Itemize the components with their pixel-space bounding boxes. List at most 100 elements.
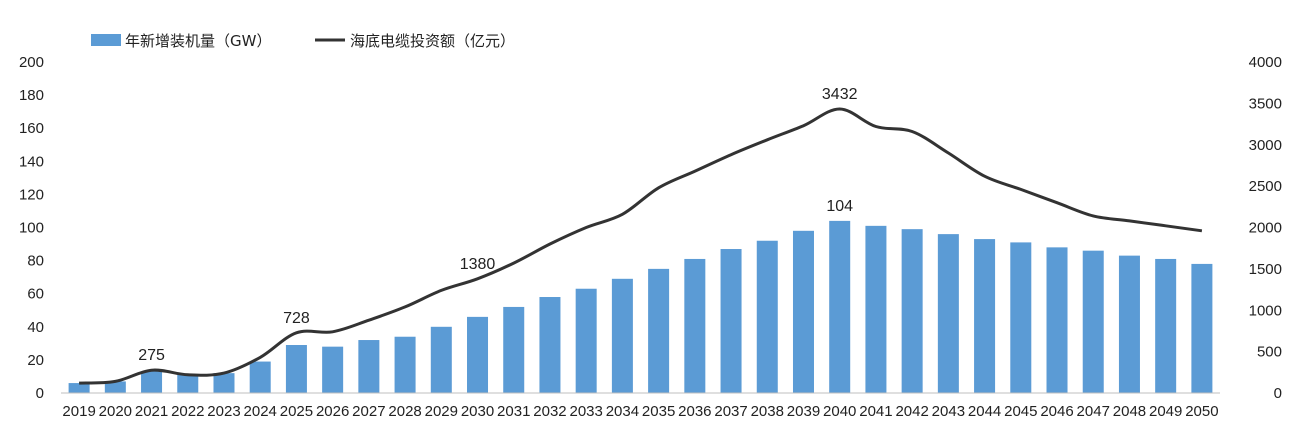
x-axis-tick: 2026 (316, 403, 349, 420)
x-axis-tick: 2030 (461, 403, 494, 420)
left-axis-tick: 200 (19, 54, 44, 71)
bar (1155, 258, 1177, 393)
left-axis-tick: 120 (19, 186, 44, 203)
x-axis-tick: 2044 (968, 403, 1001, 420)
bar (249, 361, 271, 393)
right-axis: 0 500 1000 1500 2000 2500 3000 3500 4000 (1249, 54, 1282, 402)
left-axis-tick: 80 (27, 253, 44, 270)
x-axis-tick: 2043 (932, 403, 965, 420)
legend-label-bar: 年新增装机量（GW） (125, 32, 271, 50)
x-axis-tick: 2025 (280, 403, 313, 420)
data-label: 104 (826, 198, 853, 215)
bar (213, 373, 235, 393)
x-axis-tick: 2032 (533, 403, 566, 420)
x-axis-tick: 2024 (244, 403, 277, 420)
right-axis-tick: 1500 (1249, 261, 1282, 278)
x-axis-tick: 2021 (135, 403, 168, 420)
left-axis-tick: 0 (36, 385, 44, 402)
x-axis-tick: 2019 (62, 403, 95, 420)
data-labels: 104 275 728 1380 3432 (138, 86, 857, 364)
left-axis-tick: 140 (19, 153, 44, 170)
bar (467, 316, 489, 393)
data-label: 275 (138, 347, 165, 364)
data-label: 1380 (460, 256, 496, 273)
x-axis-tick: 2045 (1004, 403, 1037, 420)
bar (648, 268, 670, 393)
x-axis-tick: 2038 (751, 403, 784, 420)
x-axis-tick: 2042 (895, 403, 928, 420)
bar (430, 326, 452, 393)
x-axis-tick: 2039 (787, 403, 820, 420)
x-axis-tick: 2046 (1040, 403, 1073, 420)
bar (792, 230, 814, 393)
right-axis-tick: 0 (1274, 385, 1282, 402)
legend-swatch-bar (91, 34, 121, 46)
left-axis-tick: 40 (27, 319, 44, 336)
right-axis-tick: 3000 (1249, 137, 1282, 154)
bar (177, 374, 199, 393)
right-axis-tick: 4000 (1249, 54, 1282, 71)
bar-series (68, 220, 1213, 393)
legend: 年新增装机量（GW） 海底电缆投资额（亿元） (91, 32, 515, 50)
left-axis-tick: 100 (19, 220, 44, 237)
x-axis-tick: 2034 (606, 403, 639, 420)
x-axis-tick: 2033 (569, 403, 602, 420)
bar (1118, 255, 1140, 393)
left-axis-tick: 180 (19, 87, 44, 104)
right-axis-tick: 500 (1257, 344, 1282, 361)
data-label: 3432 (822, 86, 858, 103)
x-axis-tick: 2037 (714, 403, 747, 420)
legend-label-line: 海底电缆投资额（亿元） (350, 32, 515, 50)
bar (974, 239, 996, 393)
x-axis-tick: 2050 (1185, 403, 1218, 420)
bar (901, 229, 923, 393)
x-axis-tick: 2027 (352, 403, 385, 420)
right-axis-tick: 2000 (1249, 220, 1282, 237)
bar (503, 306, 525, 393)
x-axis-tick: 2035 (642, 403, 675, 420)
bar (756, 240, 778, 393)
x-axis-tick: 2036 (678, 403, 711, 420)
bar (68, 383, 90, 393)
x-axis-tick: 2047 (1077, 403, 1110, 420)
bar (684, 258, 706, 393)
investment-line (79, 107, 1203, 385)
x-axis-tick: 2020 (99, 403, 132, 420)
left-axis: 0 20 40 60 80 100 120 140 160 180 200 (19, 54, 44, 402)
bar (539, 297, 561, 393)
bar (575, 288, 597, 393)
bar (322, 346, 344, 393)
bar (1046, 247, 1068, 393)
left-axis-tick: 60 (27, 286, 44, 303)
bar (865, 225, 887, 393)
bar (611, 278, 633, 393)
bar (394, 336, 416, 393)
bar (937, 234, 959, 393)
left-axis-tick: 20 (27, 352, 44, 369)
bar (720, 249, 742, 393)
x-axis-tick: 2048 (1113, 403, 1146, 420)
bar (285, 345, 307, 393)
x-axis-tick: 2028 (388, 403, 421, 420)
x-axis-tick: 2049 (1149, 403, 1182, 420)
bar (1082, 250, 1104, 393)
right-axis-tick: 2500 (1249, 178, 1282, 195)
x-axis: 2019 2020 2021 2022 2023 2024 2025 2026 2027 2028… (61, 392, 1220, 420)
x-axis-tick: 2029 (425, 403, 458, 420)
bar (358, 340, 380, 393)
right-axis-tick: 3500 (1249, 95, 1282, 112)
bar (1191, 263, 1213, 393)
x-axis-tick: 2022 (171, 403, 204, 420)
x-axis-tick: 2023 (207, 403, 240, 420)
x-axis-tick: 2031 (497, 403, 530, 420)
bar (141, 371, 163, 393)
right-axis-tick: 1000 (1249, 302, 1282, 319)
data-label: 728 (283, 310, 310, 327)
x-axis-tick: 2040 (823, 403, 856, 420)
left-axis-tick: 160 (19, 120, 44, 137)
x-axis-tick: 2041 (859, 403, 892, 420)
bar (104, 381, 126, 393)
bar (829, 220, 851, 393)
bar (1010, 242, 1032, 393)
